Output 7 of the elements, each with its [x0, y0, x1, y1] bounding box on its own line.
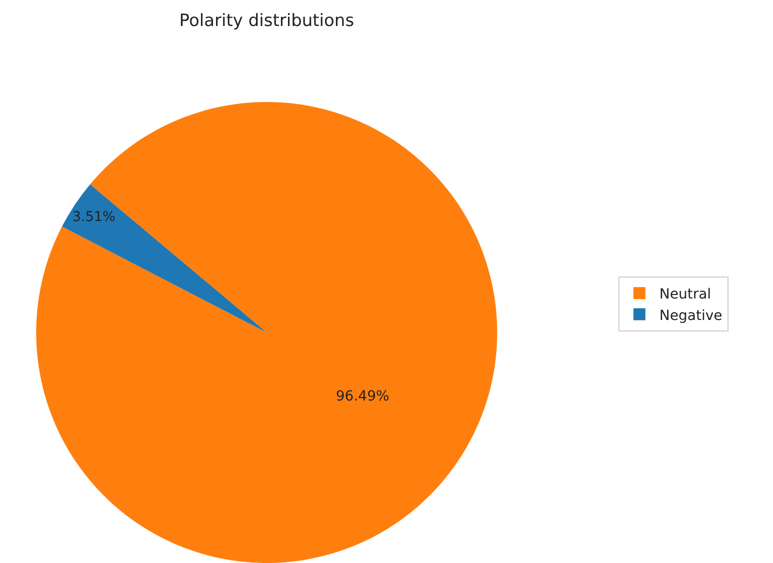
data-label: 96.49%	[336, 388, 390, 404]
legend-label: Negative	[659, 308, 722, 324]
pie-slice	[36, 102, 498, 563]
data-label: 3.51%	[72, 209, 116, 226]
pie-slice	[62, 184, 267, 332]
legend-label: Neutral	[659, 286, 712, 303]
chart-title: Polarity distributions	[179, 10, 354, 31]
